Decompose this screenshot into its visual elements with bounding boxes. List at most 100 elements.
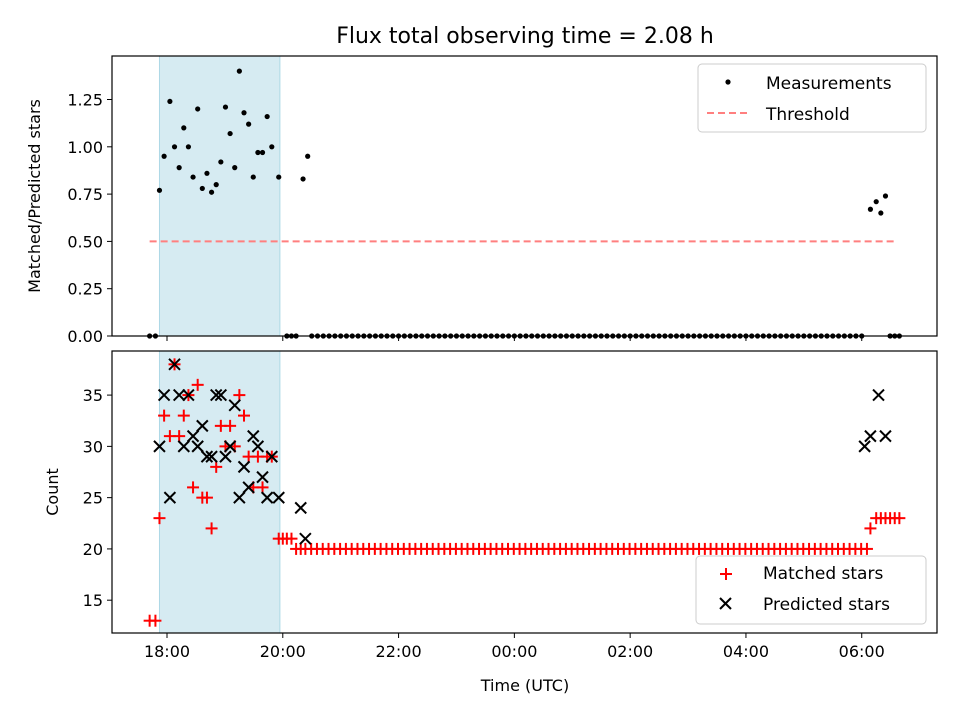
matched-star-point xyxy=(191,378,204,391)
predicted-star-point xyxy=(210,388,223,402)
legend-measurements-marker xyxy=(725,79,731,85)
measurement-point xyxy=(185,144,192,150)
matched-star-point xyxy=(158,409,171,422)
predicted-star-point xyxy=(299,532,312,545)
predicted-star-point xyxy=(242,481,255,494)
measurement-point xyxy=(167,98,173,105)
predicted-star-point xyxy=(294,501,307,515)
predicted-star-point xyxy=(256,470,269,484)
top-panel: 0.00 0.25 0.50 0.75 1.00 1.25 Matched/Predict… xyxy=(25,55,938,346)
predicted-star-point xyxy=(196,419,209,433)
measurement-point xyxy=(176,165,182,171)
top-ylabel: Matched/Predicted stars xyxy=(25,99,44,293)
measurement-point xyxy=(241,110,247,116)
measurement-point xyxy=(232,165,238,171)
predicted-star-point xyxy=(172,388,186,402)
xtick-label: 02:00 xyxy=(607,642,653,661)
legend-measurements-label: Measurements xyxy=(766,74,892,94)
measurement-point xyxy=(204,170,210,176)
legend-threshold-label: Threshold xyxy=(765,105,850,125)
predicted-star-point xyxy=(223,440,237,453)
predicted-star-point xyxy=(191,440,204,453)
predicted-star-point xyxy=(177,440,190,453)
top-xticks xyxy=(166,336,863,341)
measurement-point xyxy=(250,174,256,180)
measurement-point xyxy=(181,125,187,131)
predicted-star-point xyxy=(247,429,260,443)
bottom-ytick-label: 35 xyxy=(83,386,103,405)
measurement-point xyxy=(867,206,874,212)
matched-star-point xyxy=(256,481,269,494)
legend-predicted-marker xyxy=(719,597,732,610)
matched-star-point xyxy=(205,522,218,535)
top-band-rect xyxy=(158,55,281,337)
bottom-ytick-label: 20 xyxy=(83,540,103,559)
measurement-point xyxy=(171,144,178,150)
xtick-label: 04:00 xyxy=(723,642,769,661)
predicted-star-point xyxy=(864,429,877,443)
matched-star-point xyxy=(294,542,307,555)
predicted-star-point xyxy=(260,491,274,504)
predicted-star-point xyxy=(879,429,892,443)
legend-matched-label: Matched stars xyxy=(763,564,883,584)
predicted-star-point xyxy=(228,399,241,412)
measurement-point xyxy=(236,68,242,74)
top-ytick-label: 0.75 xyxy=(67,185,103,204)
bottom-yticks: 15 20 25 30 35 xyxy=(83,386,112,610)
bottom-legend-box xyxy=(695,555,927,625)
top-shaded-band xyxy=(158,55,281,337)
bottom-ytick-label: 25 xyxy=(83,489,103,508)
measurement-point xyxy=(276,174,282,180)
matched-star-point xyxy=(177,409,190,422)
bottom-ytick-label: 30 xyxy=(83,437,103,456)
matched-star-point xyxy=(153,512,166,525)
measurement-point xyxy=(873,199,879,205)
measurement-point xyxy=(208,189,215,195)
legend-predicted-label: Predicted stars xyxy=(763,595,890,615)
predicted-star-point xyxy=(251,440,265,453)
predicted-star-point xyxy=(265,450,278,463)
top-ytick-label: 0.00 xyxy=(67,327,103,346)
measurement-point xyxy=(882,193,889,199)
measurement-point xyxy=(246,121,252,127)
measurement-point xyxy=(199,185,205,192)
predicted-star-point xyxy=(233,491,246,504)
measurement-point xyxy=(878,210,884,216)
predicted-star-point xyxy=(200,450,214,463)
xtick-label: 18:00 xyxy=(144,642,190,661)
bottom-xticks: 18:00 20:00 22:00 00:00 02:00 04:00 06:00 xyxy=(144,633,885,661)
measurement-point xyxy=(227,130,233,137)
predicted-star-point xyxy=(168,358,181,371)
xtick-label: 20:00 xyxy=(260,642,306,661)
top-axes-frame xyxy=(111,55,938,337)
measurement-point xyxy=(156,187,163,193)
measurement-point xyxy=(269,144,275,150)
matched-star-point xyxy=(200,491,213,504)
measurement-point xyxy=(161,153,167,159)
matched-star-point xyxy=(238,409,250,422)
predicted-star-point xyxy=(163,491,177,504)
matched-star-point xyxy=(224,419,237,432)
matched-star-point xyxy=(285,532,298,545)
matched-star-point xyxy=(187,481,200,494)
measurement-point xyxy=(255,149,261,156)
matched-star-point xyxy=(173,430,186,443)
predicted-star-point xyxy=(214,388,228,402)
matched-star-point xyxy=(210,460,223,473)
matched-star-point xyxy=(149,614,162,627)
xtick-label: 00:00 xyxy=(491,642,537,661)
predicted-star-point xyxy=(186,429,200,443)
measurement-point xyxy=(264,113,270,120)
predicted-star-point xyxy=(858,440,871,453)
bottom-panel: 15 20 25 30 35 18:00 20:00 22:00 00:00 02:00 04:0… xyxy=(43,350,938,695)
measurement-point xyxy=(300,176,306,182)
top-legend-box xyxy=(697,63,927,133)
predicted-star-point xyxy=(237,460,251,474)
bottom-marks xyxy=(143,358,906,627)
bottom-ylabel: Count xyxy=(43,468,62,516)
matched-star-point xyxy=(233,389,246,402)
top-legend: Measurements Threshold xyxy=(697,63,927,133)
measurement-point xyxy=(213,182,219,188)
bottom-ytick-label: 15 xyxy=(83,591,103,610)
